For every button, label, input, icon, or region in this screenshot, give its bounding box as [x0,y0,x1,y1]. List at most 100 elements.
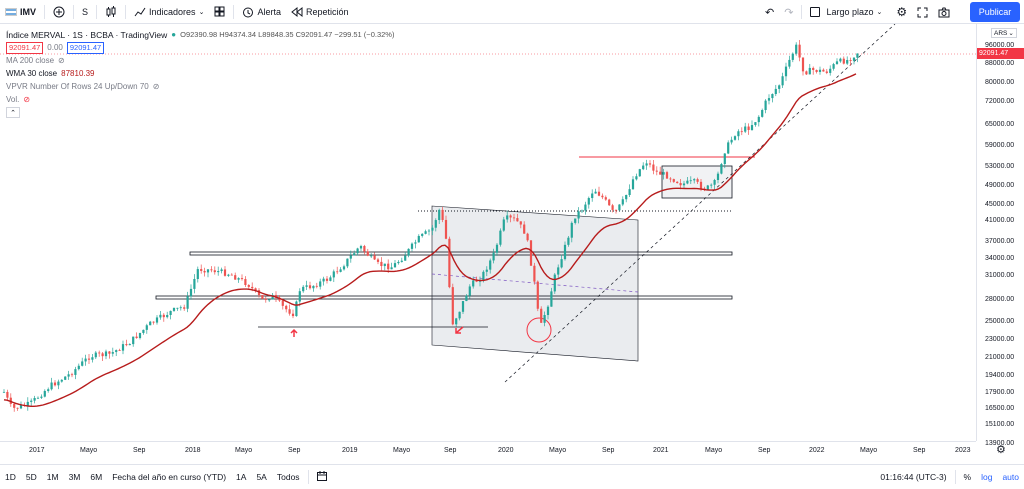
candle-body [655,170,658,172]
candle-body [87,358,91,360]
range-button[interactable]: 3M [68,471,81,482]
candle-body [822,69,825,72]
candle-body [74,369,77,375]
chevron-down-icon: ⌄ [198,8,205,16]
candle-body [594,191,597,194]
symbol-label: IMV [20,6,37,17]
price-tick-label: 25000.00 [985,318,1015,325]
time-tick-label: Sep [288,447,301,454]
templates-button[interactable] [209,0,230,24]
range-button[interactable]: 1M [46,471,59,482]
symbol-search[interactable]: IMV [0,0,41,24]
sell-price-box[interactable]: 92091.47 [6,41,44,54]
chart-legend: Índice MERVAL · 1S · BCBA · TradingView … [6,28,394,119]
candle-body [686,180,689,184]
price-chart[interactable] [0,23,976,441]
rewind-icon [291,6,303,17]
auto-toggle[interactable]: auto [1002,472,1019,482]
candle-body [193,278,196,289]
candle-body [512,217,516,219]
time-tick-label: Sep [444,447,457,454]
candle-body [366,251,369,256]
candle-body [580,210,584,212]
range-button[interactable]: 1A [236,471,247,482]
goto-date-button[interactable] [312,470,332,483]
range-button[interactable]: Todos [276,471,300,482]
candle-body [740,131,743,133]
time-tick-label: Sep [602,447,615,454]
current-price-value: 92091.47 [979,50,1009,57]
candle-body [574,218,577,223]
eye-hidden-icon[interactable]: ⊘ [152,82,160,91]
candle-body [713,180,716,185]
time-axis[interactable]: 2017 Mayo Sep 2018 Mayo Sep 2019 Mayo Sep 2020 May… [0,441,976,460]
currency-selector[interactable]: ARS ⌄ [991,28,1017,38]
range-button[interactable]: 6M [90,471,103,482]
candle-body [455,318,458,325]
compare-button[interactable] [48,0,70,24]
collapse-legend-button[interactable]: ⌃ [6,107,20,118]
indicators-button[interactable]: Indicadores ⌄ [129,0,209,24]
candle-body [196,269,199,279]
candle-body [764,100,767,111]
ohlc-values: O92390.98 H94374.34 L89848.35 C92091.47 … [180,30,395,39]
candle-body [203,270,206,273]
range-button[interactable]: Fecha del año en curso (YTD) [112,471,227,482]
vol-legend-row[interactable]: Vol. ⊘ [6,93,394,106]
price-axis[interactable]: ARS ⌄ 96000.00 88000.00 80000.00 72000.00 65… [976,24,1024,447]
range-button[interactable]: 5D [25,471,37,482]
undo-button[interactable]: ↶ [760,0,779,24]
vpvr-legend-row[interactable]: VPVR Number Of Rows 24 Up/Down 70 ⊘ [6,80,394,93]
candle-body [747,126,750,130]
chart-pane[interactable] [0,23,976,441]
candle-body [145,325,148,330]
clock-time[interactable]: 01:16:44 (UTC-3) [880,472,947,482]
candle-body [829,68,832,73]
settings-button[interactable]: ⚙ [891,0,912,24]
alert-label: Alerta [257,6,281,17]
candle-body [169,310,172,315]
axis-settings-button[interactable]: ⚙ [996,443,1006,456]
candle-body [842,58,845,64]
publish-button[interactable]: Publicar [970,2,1020,22]
replay-button[interactable]: Repetición [286,0,354,24]
channel-midline [431,273,639,293]
candle-body [329,277,332,281]
candle-body [638,169,641,177]
time-tick-label: 2023 [955,447,971,454]
candle-body [111,352,114,354]
range-button[interactable]: 5A [256,471,267,482]
candle-body [220,269,223,272]
eye-hidden-icon[interactable]: ⊘ [58,56,65,65]
price-tick-label: 16500.00 [985,405,1015,412]
chart-type-button[interactable] [100,0,122,24]
snapshot-button[interactable] [933,0,955,24]
candle-body [387,263,390,270]
alert-button[interactable]: Alerta [237,0,286,24]
fullscreen-icon [917,7,928,17]
eye-hidden-icon[interactable]: ⊘ [23,95,31,104]
price-tick-label: 13900.00 [985,440,1015,447]
log-toggle[interactable]: log [981,472,993,482]
range-button[interactable]: 1D [5,471,16,482]
interval-button[interactable]: S [77,0,93,24]
buy-price-box[interactable]: 92091.47 [66,41,105,54]
candle-body [835,61,839,65]
candle-body [614,209,618,211]
percent-toggle[interactable]: % [963,472,972,482]
candle-body [849,60,852,61]
time-tick-label: 2020 [498,447,514,454]
candle-body [77,365,80,370]
currency-label: ARS [994,29,1008,37]
candle-body [135,336,138,339]
price-tick-label: 96000.00 [985,42,1015,49]
time-tick-label: 2021 [653,447,669,454]
wma-legend-row[interactable]: WMA 30 close 87810.39 [6,67,394,80]
ma-legend-row[interactable]: MA 200 close ⊘ [6,54,394,67]
legend-dots-icon: ● [171,30,177,39]
layout-button[interactable]: Largo plazo ⌄ [805,0,887,24]
fullscreen-button[interactable] [912,0,933,24]
candle-body [516,218,519,222]
redo-button[interactable]: ↷ [779,0,798,24]
candle-body [213,270,216,273]
